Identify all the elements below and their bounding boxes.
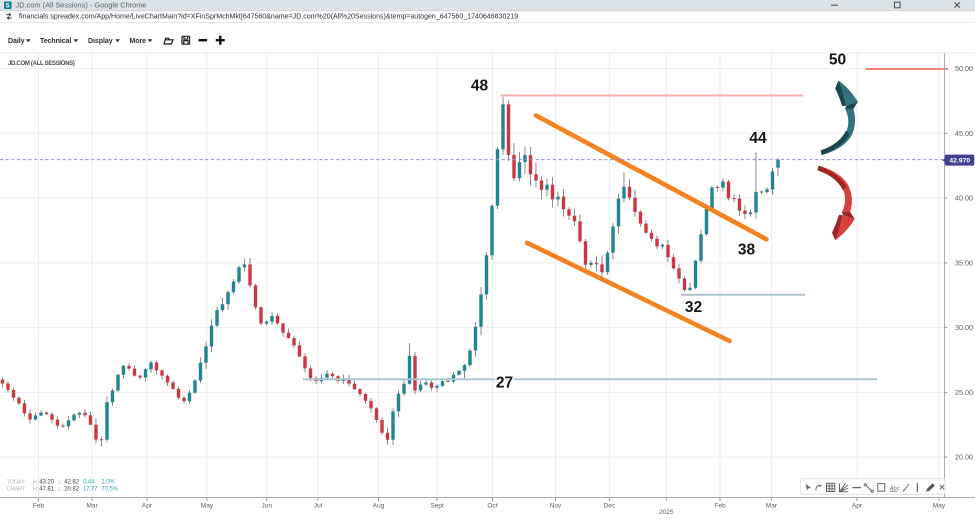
svg-text:Mar: Mar [86, 503, 98, 510]
svg-text:Jun: Jun [261, 503, 272, 510]
svg-text:Apr: Apr [852, 503, 863, 510]
svg-text:48: 48 [471, 78, 489, 95]
svg-text:JD.com (All Sessions) - Google: JD.com (All Sessions) - Google Chrome [16, 1, 147, 10]
svg-text:20.82: 20.82 [64, 487, 79, 493]
svg-text:50.00: 50.00 [955, 64, 973, 73]
svg-text:45.00: 45.00 [955, 129, 973, 138]
svg-text:2025: 2025 [659, 509, 674, 516]
svg-text:Technical: Technical [40, 38, 71, 45]
svg-text:20.00: 20.00 [955, 453, 973, 462]
svg-text:Display: Display [88, 38, 113, 45]
svg-text:Nov: Nov [550, 503, 562, 510]
svg-text:Aug: Aug [373, 503, 385, 510]
svg-text:40.00: 40.00 [955, 194, 973, 203]
svg-text:30.00: 30.00 [955, 323, 973, 332]
svg-text:38: 38 [738, 242, 756, 259]
svg-text:Apr: Apr [142, 503, 153, 510]
svg-text:0.44: 0.44 [83, 479, 95, 485]
svg-text:JD.COM (ALL SESSIONS): JD.COM (ALL SESSIONS) [8, 61, 75, 67]
svg-text:17.77: 17.77 [83, 487, 98, 493]
svg-text:L:: L: [58, 487, 63, 493]
svg-text:70.5%: 70.5% [101, 487, 118, 493]
svg-text:32: 32 [685, 299, 702, 316]
svg-text:More: More [130, 38, 147, 45]
svg-text:1.0%: 1.0% [101, 479, 115, 485]
svg-text:Oct: Oct [487, 503, 497, 510]
svg-text:35.00: 35.00 [955, 259, 973, 268]
svg-text:H:: H: [33, 479, 39, 485]
svg-text:Feb: Feb [33, 503, 45, 510]
svg-text:25.00: 25.00 [955, 388, 973, 397]
svg-text:Feb: Feb [714, 503, 726, 510]
svg-text:May: May [201, 503, 214, 510]
svg-text:Sept: Sept [430, 503, 444, 510]
svg-text:CHART:: CHART: [7, 487, 27, 493]
svg-text:47.81: 47.81 [39, 487, 54, 493]
svg-text:S: S [6, 3, 11, 10]
svg-text:TODAY:: TODAY: [7, 479, 27, 485]
svg-text:financials.spreadex.com/App/Ho: financials.spreadex.com/App/Home/LiveCha… [19, 14, 518, 21]
svg-text:Abc: Abc [889, 486, 900, 492]
svg-text:42.82: 42.82 [64, 479, 79, 485]
svg-text:44: 44 [749, 130, 767, 147]
svg-text:L:: L: [58, 479, 63, 485]
svg-text:May: May [933, 503, 946, 510]
svg-text:Dec: Dec [604, 503, 616, 510]
svg-text:Daily: Daily [8, 38, 25, 45]
svg-text:H:: H: [33, 487, 39, 493]
svg-text:43.20: 43.20 [39, 479, 54, 485]
svg-text:27: 27 [496, 375, 513, 392]
svg-text:42.970: 42.970 [949, 158, 970, 165]
svg-text:Mar: Mar [766, 503, 778, 510]
svg-text:50: 50 [829, 52, 846, 69]
svg-text:Jul: Jul [314, 503, 323, 510]
